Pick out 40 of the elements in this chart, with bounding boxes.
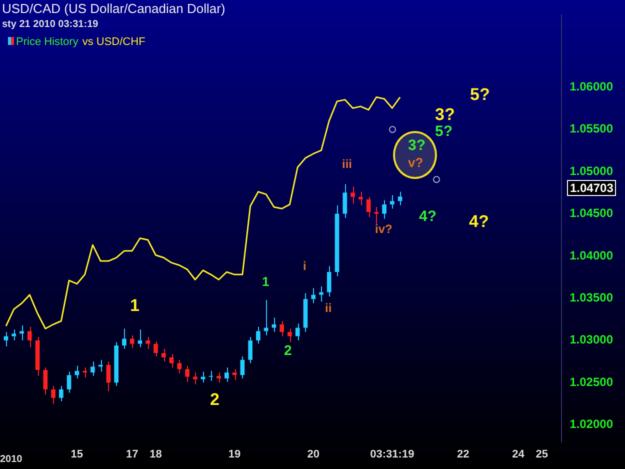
y-tick-label: 1.05500 [570, 122, 614, 136]
annotation: 1 [130, 296, 140, 315]
annotation: 4? [469, 212, 489, 231]
x-tick-label: 18 [150, 448, 162, 460]
legend-label: Price History [16, 36, 78, 48]
y-tick-label: 1.04000 [570, 248, 614, 262]
x-tick-label: 03:31:19 [370, 448, 414, 460]
text: vs USD/CHF [82, 36, 146, 48]
annotation: 3? [408, 137, 426, 154]
y-tick-label: 1.03000 [570, 332, 614, 347]
annotation: 2 [210, 390, 220, 409]
annotation: 5? [435, 123, 453, 140]
annotation: 5? [470, 85, 490, 104]
x-tick-label: 25 [536, 448, 548, 460]
annotation: iii [342, 157, 352, 171]
x-tick-label: 17 [126, 448, 138, 460]
x-tick-label: 24 [512, 448, 526, 460]
text: 1.04703 [567, 180, 616, 196]
annotation: 2 [284, 342, 292, 358]
y-tick-label: 1.04500 [570, 206, 614, 220]
annotation: iv? [375, 222, 392, 236]
y-tick-label: 1.02000 [570, 417, 614, 432]
x-tick-label: 20 [307, 448, 320, 460]
chart-title: USD/CAD (US Dollar/Canadian Dollar) [2, 1, 226, 16]
y-tick-label: 1.05000 [570, 164, 614, 178]
annotation: v? [408, 155, 424, 170]
annotation: 1 [262, 274, 270, 289]
x-tick-label: 22 [456, 448, 470, 460]
annotation: 4? [419, 208, 437, 225]
chart-subtitle: sty 21 2010 03:31:19 [2, 19, 98, 30]
annotation: i [303, 259, 306, 273]
y-tick-label: 1.03500 [570, 290, 614, 305]
x-tick-label: 15 [70, 448, 84, 460]
y-tick-label: 1.06000 [570, 79, 614, 94]
candlestick [208, 370, 214, 382]
y-tick-label: 1.02500 [570, 374, 614, 389]
x-tick-label: 19 [228, 448, 241, 460]
annotation: ii [325, 301, 332, 315]
text: 2010 [0, 454, 22, 465]
annotation: 3? [435, 105, 455, 124]
